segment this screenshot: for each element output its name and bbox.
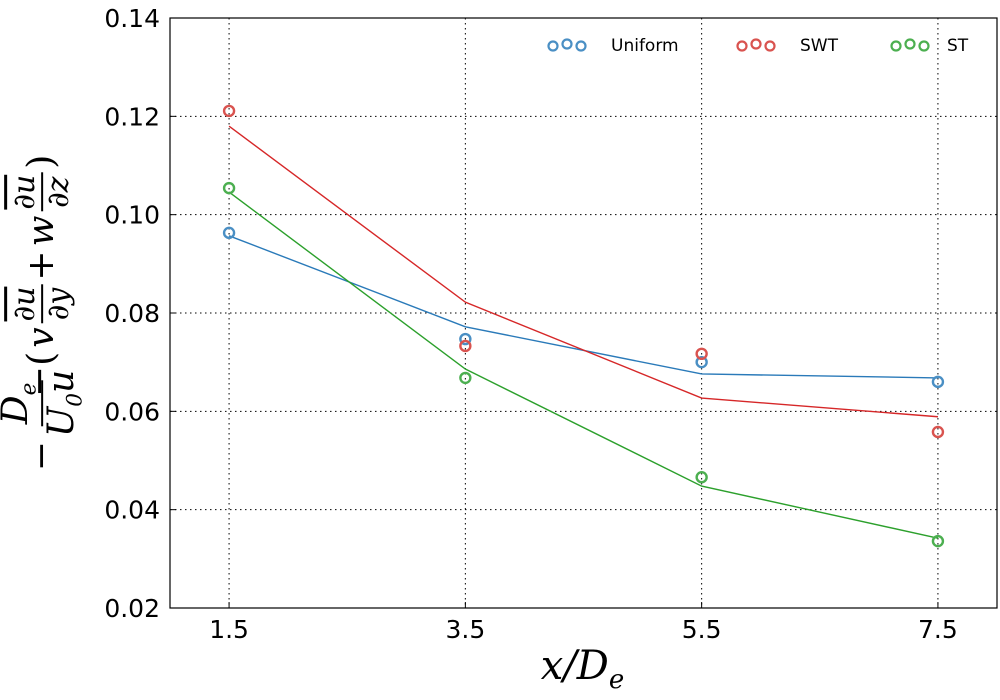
y-tick-label: 0.12 bbox=[104, 102, 160, 131]
ylabel-plus: + bbox=[21, 250, 63, 281]
ylabel-open-paren: ( bbox=[21, 351, 63, 366]
series-line-st bbox=[228, 191, 939, 539]
legend-marker-uniform bbox=[561, 38, 573, 50]
legend-label-uniform: Uniform bbox=[611, 36, 679, 56]
ylabel-den: U bbox=[41, 406, 82, 438]
legend-marker-swt bbox=[736, 40, 748, 52]
marker-st bbox=[695, 471, 708, 484]
ylabel-frac2-den: ∂y bbox=[41, 287, 76, 321]
ylabel-frac2-num: ∂u bbox=[7, 284, 43, 324]
y-tick-label: 0.04 bbox=[104, 496, 160, 525]
marker-st bbox=[931, 534, 945, 548]
x-axis-label-sub: e bbox=[608, 665, 625, 695]
y-tick-label: 0.14 bbox=[104, 4, 160, 33]
x-tick-label: 3.5 bbox=[445, 615, 485, 644]
ylabel-fraction-3: ∂u ∂z bbox=[7, 172, 76, 212]
ylabel-fraction-2: ∂u ∂y bbox=[7, 284, 76, 324]
ylabel-den-bar: u bbox=[41, 369, 82, 394]
ylabel-frac3-den: ∂z bbox=[41, 176, 76, 208]
y-tick-label: 0.08 bbox=[104, 299, 160, 328]
marker-swt bbox=[931, 425, 945, 439]
legend-label-swt: SWT bbox=[800, 36, 839, 56]
legend-marker-uniform bbox=[547, 40, 559, 52]
ylabel-num-sub: e bbox=[16, 382, 42, 396]
marker-st bbox=[459, 371, 472, 385]
y-tick-label: 0.02 bbox=[104, 594, 160, 623]
legend-marker-swt bbox=[750, 38, 762, 50]
x-tick-label: 1.5 bbox=[209, 615, 249, 644]
y-axis-label: − De U0u ( v ∂u ∂y + w ∂u ∂z ) bbox=[0, 154, 87, 472]
x-axis-label-base: x/D bbox=[540, 643, 609, 689]
marker-uniform bbox=[695, 355, 708, 369]
legend: Uniform SWT ST bbox=[547, 36, 969, 56]
x-ticks: 1.5 3.5 5.5 7.5 bbox=[209, 602, 958, 644]
grid bbox=[170, 18, 997, 608]
y-ticks: 0.02 0.04 0.06 0.08 0.10 0.12 0.14 bbox=[104, 4, 176, 623]
series-line-swt bbox=[228, 125, 938, 418]
legend-marker-uniform bbox=[575, 40, 587, 52]
y-tick-label: 0.06 bbox=[104, 397, 160, 426]
marker-uniform bbox=[459, 332, 472, 346]
legend-marker-st bbox=[918, 40, 930, 52]
x-tick-label: 7.5 bbox=[918, 615, 958, 644]
marker-st bbox=[222, 181, 236, 195]
ylabel-num: D bbox=[0, 395, 36, 424]
legend-marker-swt bbox=[764, 40, 776, 52]
ylabel-v: v bbox=[21, 327, 63, 348]
series-markers bbox=[222, 104, 945, 548]
ylabel-w: w bbox=[21, 215, 63, 247]
ylabel-den-sub: 0 bbox=[62, 393, 88, 407]
plot-frame bbox=[169, 17, 998, 609]
ylabel-fraction-1: De U0u bbox=[0, 370, 87, 437]
series-line-uniform bbox=[228, 235, 938, 379]
marker-uniform bbox=[222, 226, 236, 240]
x-tick-label: 5.5 bbox=[682, 615, 722, 644]
marker-swt bbox=[695, 347, 708, 361]
ylabel-minus: − bbox=[21, 441, 63, 472]
marker-swt bbox=[459, 339, 472, 353]
y-tick-label: 0.10 bbox=[104, 201, 160, 230]
legend-marker-st bbox=[904, 38, 916, 50]
marker-uniform bbox=[931, 375, 945, 389]
legend-label-st: ST bbox=[947, 36, 969, 56]
ylabel-close-paren: ) bbox=[21, 154, 63, 169]
x-axis-label: x/De bbox=[0, 643, 1000, 695]
marker-swt bbox=[222, 104, 236, 118]
series-lines bbox=[228, 125, 939, 539]
legend-marker-st bbox=[890, 40, 902, 52]
ylabel-frac3-num: ∂u bbox=[7, 172, 43, 212]
